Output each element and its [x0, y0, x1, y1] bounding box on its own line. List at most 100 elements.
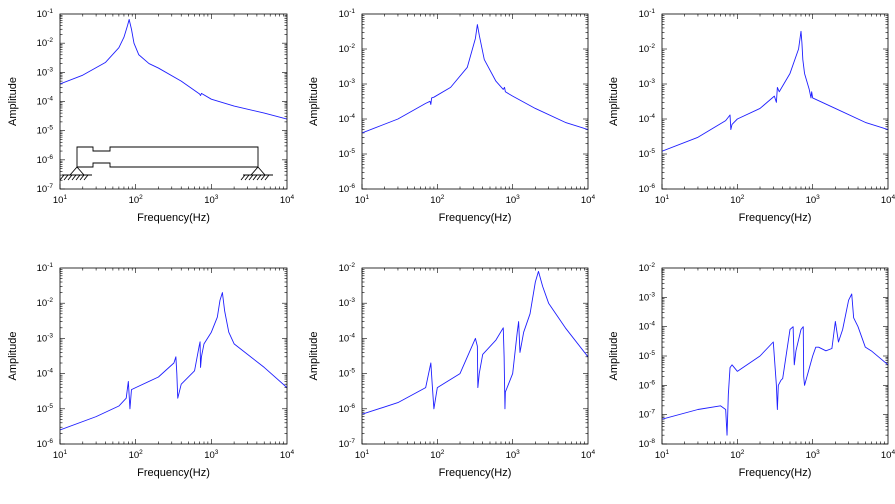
ground-hatch	[256, 174, 262, 181]
ground-hatch	[75, 174, 81, 181]
x-axis-label: Frequency(Hz)	[439, 212, 512, 224]
y-tick-label: 10-7	[339, 438, 356, 450]
ground-hatch	[71, 174, 77, 181]
y-tick-label: 10-1	[639, 8, 656, 20]
x-tick-label: 102	[129, 194, 144, 206]
series-line	[60, 19, 287, 120]
x-tick-label: 101	[655, 194, 670, 206]
y-tick-label: 10-5	[339, 148, 356, 160]
y-tick-label: 10-7	[37, 183, 54, 195]
y-tick-label: 10-6	[37, 438, 54, 450]
x-tick-label: 101	[53, 194, 68, 206]
x-tick-label: 103	[204, 449, 219, 461]
x-tick-label: 102	[430, 194, 445, 206]
x-axis-label: Frequency(Hz)	[739, 467, 812, 479]
ground-hatch	[244, 174, 250, 181]
y-tick-label: 10-1	[37, 8, 54, 20]
ground-hatch	[83, 174, 89, 181]
x-tick-label: 102	[730, 194, 745, 206]
chart-panel-2: 101 102 103 104 10-1 10-2 10-3 10-4 10-5 10-6 Freq…	[308, 8, 596, 224]
y-tick-label: 10-5	[639, 350, 656, 362]
y-axis-label: Amplitude	[7, 77, 19, 126]
x-axis-label: Frequency(Hz)	[137, 212, 210, 224]
ground-hatch	[240, 174, 246, 181]
y-tick-label: 10-5	[37, 125, 54, 137]
plot-frame	[661, 267, 889, 445]
ground-hatch	[79, 174, 85, 181]
y-tick-label: 10-4	[339, 332, 356, 344]
x-tick-label: 104	[881, 449, 895, 461]
y-axis-label: Amplitude	[7, 332, 19, 381]
x-tick-label: 104	[581, 194, 596, 206]
ground-hatch	[264, 174, 270, 181]
x-tick-label: 101	[355, 449, 370, 461]
y-tick-label: 10-2	[339, 43, 356, 55]
chart-panel-6: 101 102 103 104 10-2 10-3 10-4 10-5 10-6 10-7 10-8…	[608, 262, 895, 479]
ground-hatch	[260, 174, 266, 181]
plot-frame	[59, 267, 288, 445]
y-axis-label: Amplitude	[608, 332, 620, 381]
y-tick-label: 10-3	[37, 66, 54, 78]
plot-frame	[661, 13, 889, 190]
ground-hatch	[252, 174, 258, 181]
y-tick-label: 10-4	[37, 368, 54, 380]
y-tick-label: 10-2	[639, 262, 656, 274]
y-tick-label: 10-4	[639, 113, 656, 125]
x-tick-label: 103	[204, 194, 219, 206]
y-tick-label: 10-8	[639, 438, 656, 450]
x-tick-label: 101	[53, 449, 68, 461]
y-axis-label: Amplitude	[608, 77, 620, 126]
right-support	[250, 166, 266, 176]
x-axis-label: Frequency(Hz)	[137, 467, 210, 479]
y-tick-label: 10-6	[639, 183, 656, 195]
y-tick-label: 10-3	[639, 291, 656, 303]
ground-hatch	[59, 174, 65, 181]
y-tick-label: 10-3	[339, 297, 356, 309]
x-axis-label: Frequency(Hz)	[739, 212, 812, 224]
y-tick-label: 10-2	[37, 37, 54, 49]
chart-panel-1: 101 102 103 104 10-1 10-2 10-3 10-4 10-5 10-6 10-7…	[7, 8, 295, 224]
plot-frame	[59, 13, 288, 190]
x-tick-label: 104	[280, 194, 295, 206]
y-tick-label: 10-6	[339, 403, 356, 415]
y-tick-label: 10-2	[339, 262, 356, 274]
y-tick-label: 10-5	[339, 368, 356, 380]
chart-panel-5: 101 102 103 104 10-2 10-3 10-4 10-5 10-6 10-7 Freq…	[308, 262, 596, 479]
x-tick-label: 103	[506, 194, 521, 206]
x-tick-label: 103	[806, 449, 821, 461]
stepped-beam	[76, 146, 259, 168]
y-tick-label: 10-3	[37, 332, 54, 344]
x-axis-label: Frequency(Hz)	[439, 467, 512, 479]
y-tick-label: 10-4	[339, 113, 356, 125]
y-tick-label: 10-5	[639, 148, 656, 160]
y-tick-label: 10-2	[37, 297, 54, 309]
plot-frame	[361, 13, 589, 190]
x-tick-label: 103	[806, 194, 821, 206]
y-tick-label: 10-2	[639, 43, 656, 55]
x-tick-label: 102	[430, 449, 445, 461]
y-tick-label: 10-1	[339, 8, 356, 20]
y-tick-label: 10-4	[37, 96, 54, 108]
series-line	[662, 30, 888, 152]
series-line	[362, 24, 588, 134]
y-tick-label: 10-7	[639, 409, 656, 421]
x-tick-label: 104	[280, 449, 295, 461]
series-line	[662, 293, 888, 436]
x-tick-label: 104	[581, 449, 596, 461]
y-axis-label: Amplitude	[308, 332, 320, 381]
series-line	[362, 270, 588, 415]
y-axis-label: Amplitude	[308, 77, 320, 126]
y-tick-label: 10-6	[37, 154, 54, 166]
x-tick-label: 104	[881, 194, 895, 206]
x-tick-label: 101	[655, 449, 670, 461]
plot-frame	[361, 267, 589, 445]
x-tick-label: 101	[355, 194, 370, 206]
beam-schematic	[59, 146, 273, 181]
y-tick-label: 10-4	[639, 321, 656, 333]
x-tick-label: 102	[730, 449, 745, 461]
ground-hatch	[67, 174, 73, 181]
y-tick-label: 10-6	[639, 379, 656, 391]
ground-hatch	[248, 174, 254, 181]
x-tick-label: 102	[129, 449, 144, 461]
